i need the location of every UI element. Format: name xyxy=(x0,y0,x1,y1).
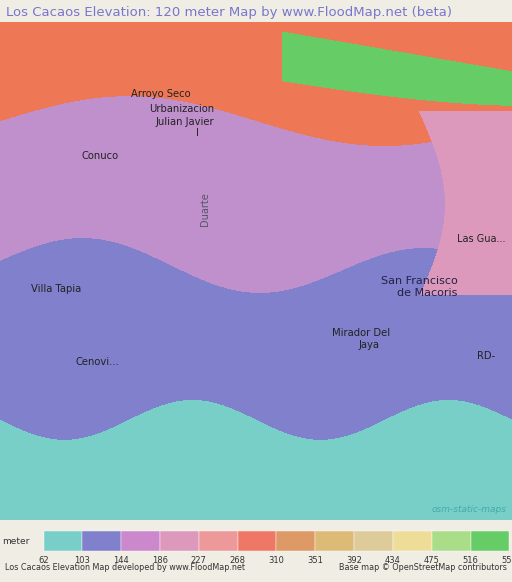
Text: Cenovi...: Cenovi... xyxy=(75,357,119,367)
Text: Jaya: Jaya xyxy=(358,340,379,350)
Text: 144: 144 xyxy=(113,556,129,565)
Text: 227: 227 xyxy=(191,556,207,565)
Text: de Macoris: de Macoris xyxy=(397,289,458,299)
Text: Arroyo Seco: Arroyo Seco xyxy=(132,89,191,99)
Text: 310: 310 xyxy=(268,556,285,565)
Text: 475: 475 xyxy=(424,556,440,565)
Text: 351: 351 xyxy=(307,556,323,565)
Text: I: I xyxy=(196,127,199,137)
Text: Mirador Del: Mirador Del xyxy=(332,328,390,338)
Text: Urbanizacion: Urbanizacion xyxy=(149,104,215,114)
Text: RD-: RD- xyxy=(477,351,496,361)
Text: Villa Tapia: Villa Tapia xyxy=(31,285,81,294)
FancyBboxPatch shape xyxy=(44,531,82,551)
Text: 186: 186 xyxy=(152,556,168,565)
Text: Los Cacaos Elevation: 120 meter Map by www.FloodMap.net (beta): Los Cacaos Elevation: 120 meter Map by w… xyxy=(6,6,452,19)
Text: meter: meter xyxy=(3,537,30,546)
Text: Julian Javier: Julian Javier xyxy=(155,116,214,127)
FancyBboxPatch shape xyxy=(276,531,315,551)
Text: 558: 558 xyxy=(501,556,512,565)
FancyBboxPatch shape xyxy=(393,531,432,551)
Text: 62: 62 xyxy=(38,556,49,565)
Text: San Francisco: San Francisco xyxy=(381,276,458,286)
FancyBboxPatch shape xyxy=(471,531,509,551)
Text: Duarte: Duarte xyxy=(200,192,210,226)
Text: Conuco: Conuco xyxy=(81,151,118,161)
Text: 392: 392 xyxy=(346,556,362,565)
FancyBboxPatch shape xyxy=(199,531,238,551)
FancyBboxPatch shape xyxy=(354,531,393,551)
FancyBboxPatch shape xyxy=(82,531,121,551)
Text: 103: 103 xyxy=(74,556,90,565)
Text: Base map © OpenStreetMap contributors: Base map © OpenStreetMap contributors xyxy=(339,563,507,572)
Text: osm-static-maps: osm-static-maps xyxy=(432,505,507,514)
Text: 268: 268 xyxy=(230,556,246,565)
Text: 516: 516 xyxy=(463,556,479,565)
FancyBboxPatch shape xyxy=(160,531,199,551)
Text: Las Gua...: Las Gua... xyxy=(457,233,505,244)
FancyBboxPatch shape xyxy=(121,531,160,551)
Text: 434: 434 xyxy=(385,556,401,565)
Text: Los Cacaos Elevation Map developed by www.FloodMap.net: Los Cacaos Elevation Map developed by ww… xyxy=(5,563,245,572)
FancyBboxPatch shape xyxy=(315,531,354,551)
FancyBboxPatch shape xyxy=(432,531,471,551)
FancyBboxPatch shape xyxy=(238,531,276,551)
